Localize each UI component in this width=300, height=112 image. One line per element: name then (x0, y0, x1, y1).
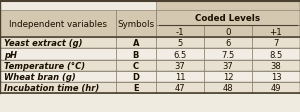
Text: 11: 11 (175, 72, 185, 81)
Bar (156, 11, 300, 26)
Text: 12: 12 (223, 72, 233, 81)
Bar (252, 82, 300, 93)
Text: 7: 7 (273, 39, 279, 48)
Text: 37: 37 (223, 61, 233, 70)
Bar (204, 49, 252, 60)
Bar (252, 38, 300, 49)
Text: A: A (133, 39, 139, 48)
Text: Coded Levels: Coded Levels (195, 14, 261, 23)
Text: 13: 13 (271, 72, 281, 81)
Bar (156, 71, 204, 82)
Bar (156, 60, 204, 71)
Text: 8.5: 8.5 (269, 50, 283, 59)
Text: Yeast extract (g): Yeast extract (g) (4, 39, 83, 48)
Text: 48: 48 (223, 83, 233, 92)
Text: 37: 37 (175, 61, 185, 70)
Bar (204, 26, 252, 38)
Text: 7.5: 7.5 (221, 50, 235, 59)
Bar (0, 82, 116, 93)
Text: D: D (132, 72, 139, 81)
Text: E: E (133, 83, 139, 92)
Text: 6.5: 6.5 (173, 50, 187, 59)
Bar (156, 0, 300, 19)
Bar (116, 11, 156, 38)
Bar (0, 38, 116, 49)
Bar (116, 60, 156, 71)
Text: Symbols: Symbols (117, 20, 154, 29)
Bar (0, 11, 116, 38)
Text: 6: 6 (225, 39, 231, 48)
Bar (116, 71, 156, 82)
Bar (252, 26, 300, 38)
Text: Wheat bran (g): Wheat bran (g) (4, 72, 76, 81)
Bar (252, 49, 300, 60)
Bar (252, 60, 300, 71)
Text: 5: 5 (177, 39, 183, 48)
Text: C: C (133, 61, 139, 70)
Bar (156, 38, 204, 49)
Bar (204, 71, 252, 82)
Text: 0: 0 (225, 28, 231, 37)
Bar (116, 49, 156, 60)
Text: 49: 49 (271, 83, 281, 92)
Bar (204, 60, 252, 71)
Bar (156, 49, 204, 60)
Bar (204, 38, 252, 49)
Text: Independent variables: Independent variables (9, 20, 107, 29)
Text: +1: +1 (270, 28, 282, 37)
Text: Temperature (°C): Temperature (°C) (4, 61, 85, 70)
Bar (116, 38, 156, 49)
Bar (156, 26, 204, 38)
Text: -1: -1 (176, 28, 184, 37)
Text: Incubation time (hr): Incubation time (hr) (4, 83, 100, 92)
Text: pH: pH (4, 50, 17, 59)
Bar (0, 49, 116, 60)
Bar (156, 82, 204, 93)
Bar (252, 71, 300, 82)
Bar (116, 82, 156, 93)
Text: 47: 47 (175, 83, 185, 92)
Bar (204, 82, 252, 93)
Bar (0, 60, 116, 71)
Text: 38: 38 (271, 61, 281, 70)
Bar (0, 71, 116, 82)
Text: B: B (133, 50, 139, 59)
